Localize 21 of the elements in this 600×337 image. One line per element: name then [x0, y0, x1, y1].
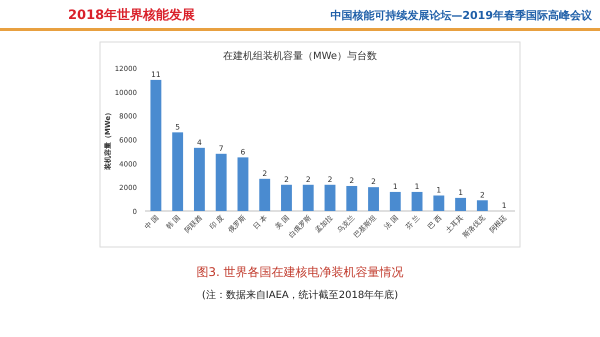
bar [346, 186, 358, 211]
bar [455, 198, 466, 211]
bar [150, 80, 162, 211]
bar [281, 184, 292, 211]
bar [238, 157, 248, 211]
bar [433, 196, 444, 211]
chart-title: 在建机组装机容量（MWe）与台数 [222, 50, 378, 62]
text: (注：数据来自IAEA，统计截至2018年年底) [202, 289, 398, 301]
caption: 图3. 世界各国在建核电净装机容量情况 [196, 265, 404, 279]
bar [259, 178, 270, 211]
bar [412, 192, 422, 211]
bar [216, 154, 227, 211]
text: 中国核能可持续发展论坛—2019年春季国际高峰会议 [330, 9, 593, 22]
bar [476, 200, 488, 211]
bar [172, 132, 184, 211]
bar [302, 184, 314, 211]
bar [390, 192, 401, 211]
bar [194, 148, 205, 211]
bar [368, 187, 379, 211]
text: 2018年世界核能发展 [68, 7, 196, 23]
bar [324, 184, 336, 211]
